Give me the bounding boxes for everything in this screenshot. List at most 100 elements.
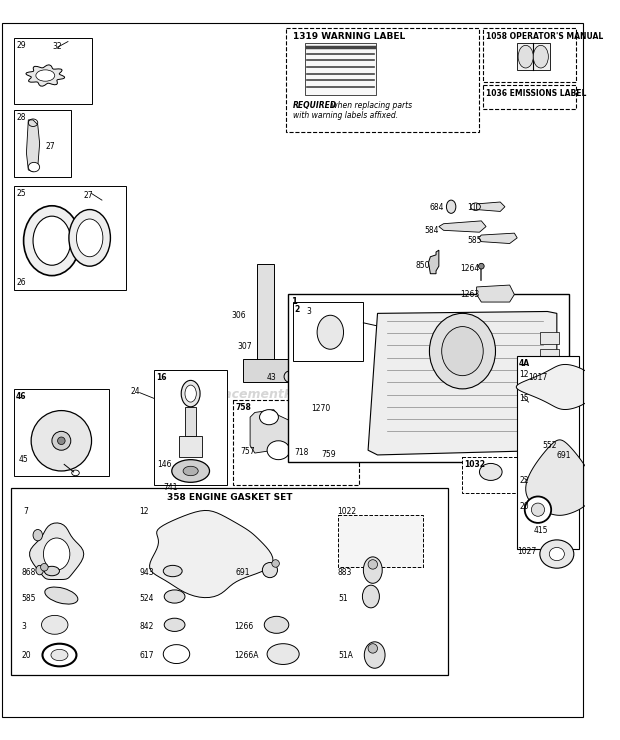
Text: 1266A: 1266A	[234, 651, 259, 660]
Text: 1027: 1027	[517, 548, 536, 556]
Bar	[517, 356, 578, 549]
Text: 12: 12	[519, 370, 529, 379]
Bar	[154, 370, 228, 485]
Polygon shape	[540, 349, 559, 360]
Text: 26: 26	[17, 278, 27, 287]
Polygon shape	[368, 312, 557, 455]
Ellipse shape	[540, 540, 574, 568]
Text: 51A: 51A	[338, 651, 353, 660]
Text: 32: 32	[52, 41, 61, 50]
Polygon shape	[477, 202, 505, 212]
Ellipse shape	[441, 326, 483, 376]
Ellipse shape	[24, 206, 80, 275]
Text: 3: 3	[22, 622, 27, 631]
Bar	[517, 44, 550, 70]
Bar	[338, 515, 423, 568]
Text: 45: 45	[19, 455, 29, 464]
Text: 1058 OPERATOR'S MANUAL: 1058 OPERATOR'S MANUAL	[486, 32, 603, 41]
Text: 850: 850	[415, 261, 430, 270]
Text: 1022: 1022	[337, 507, 356, 516]
Text: 757: 757	[241, 448, 255, 457]
Ellipse shape	[42, 616, 68, 634]
Polygon shape	[540, 366, 559, 377]
Polygon shape	[540, 332, 559, 343]
Text: 22: 22	[519, 476, 529, 485]
Text: 11: 11	[467, 203, 477, 212]
Ellipse shape	[272, 559, 280, 568]
Text: 584: 584	[425, 226, 439, 235]
Polygon shape	[179, 436, 202, 457]
Text: 28: 28	[17, 113, 27, 122]
Text: 842: 842	[140, 622, 154, 631]
Ellipse shape	[51, 650, 68, 661]
Text: 552: 552	[542, 441, 557, 450]
Text: 16: 16	[156, 373, 166, 382]
Ellipse shape	[262, 562, 278, 578]
Ellipse shape	[479, 263, 484, 269]
Ellipse shape	[36, 70, 55, 81]
Ellipse shape	[525, 497, 551, 523]
Bar	[14, 38, 92, 104]
Polygon shape	[516, 365, 598, 409]
Text: 718: 718	[294, 448, 309, 457]
Ellipse shape	[317, 315, 343, 349]
Text: 617: 617	[140, 651, 154, 660]
Text: 1266: 1266	[234, 622, 254, 631]
Text: 585: 585	[22, 593, 36, 602]
Bar	[483, 85, 576, 109]
Ellipse shape	[29, 162, 40, 172]
Ellipse shape	[260, 410, 278, 425]
Text: when replacing parts: when replacing parts	[329, 101, 412, 110]
Text: 1: 1	[291, 297, 296, 306]
Polygon shape	[428, 250, 439, 274]
Ellipse shape	[43, 538, 70, 570]
Bar	[305, 44, 376, 95]
Bar	[483, 28, 576, 82]
Polygon shape	[185, 407, 197, 436]
Text: 868: 868	[22, 568, 36, 577]
Ellipse shape	[363, 557, 383, 583]
Text: 24: 24	[130, 387, 140, 396]
Text: eReplacementParts.com: eReplacementParts.com	[184, 388, 354, 401]
Bar	[288, 295, 569, 462]
Ellipse shape	[267, 441, 290, 460]
Text: 3: 3	[307, 307, 312, 316]
Ellipse shape	[172, 460, 210, 482]
Ellipse shape	[164, 618, 185, 631]
Polygon shape	[26, 65, 64, 86]
Ellipse shape	[267, 644, 299, 665]
Ellipse shape	[163, 645, 190, 664]
Text: 691: 691	[557, 451, 572, 460]
Ellipse shape	[58, 437, 65, 445]
Polygon shape	[526, 440, 593, 515]
Ellipse shape	[479, 463, 502, 480]
Ellipse shape	[52, 431, 71, 450]
Text: 1036 EMISSIONS LABEL: 1036 EMISSIONS LABEL	[486, 89, 587, 98]
Text: 7: 7	[24, 507, 29, 516]
Ellipse shape	[365, 642, 385, 668]
Ellipse shape	[183, 466, 198, 476]
Text: 1264: 1264	[461, 264, 480, 273]
Text: 415: 415	[533, 525, 547, 535]
Polygon shape	[250, 410, 293, 453]
Ellipse shape	[43, 644, 76, 666]
Polygon shape	[242, 359, 290, 383]
Text: 146: 146	[157, 460, 172, 468]
Text: 758: 758	[235, 403, 251, 412]
Ellipse shape	[45, 587, 78, 604]
Text: 1032: 1032	[464, 460, 485, 468]
Text: 4A: 4A	[519, 359, 530, 368]
Polygon shape	[477, 285, 515, 302]
Ellipse shape	[33, 530, 43, 541]
Ellipse shape	[363, 585, 379, 608]
Text: 15: 15	[519, 394, 529, 403]
Ellipse shape	[164, 590, 185, 603]
Ellipse shape	[430, 313, 495, 389]
Ellipse shape	[31, 411, 92, 471]
Text: 25: 25	[17, 189, 27, 198]
Ellipse shape	[368, 559, 378, 569]
Ellipse shape	[185, 385, 197, 402]
Ellipse shape	[69, 209, 110, 266]
Text: 759: 759	[321, 450, 335, 460]
Bar	[14, 186, 125, 290]
